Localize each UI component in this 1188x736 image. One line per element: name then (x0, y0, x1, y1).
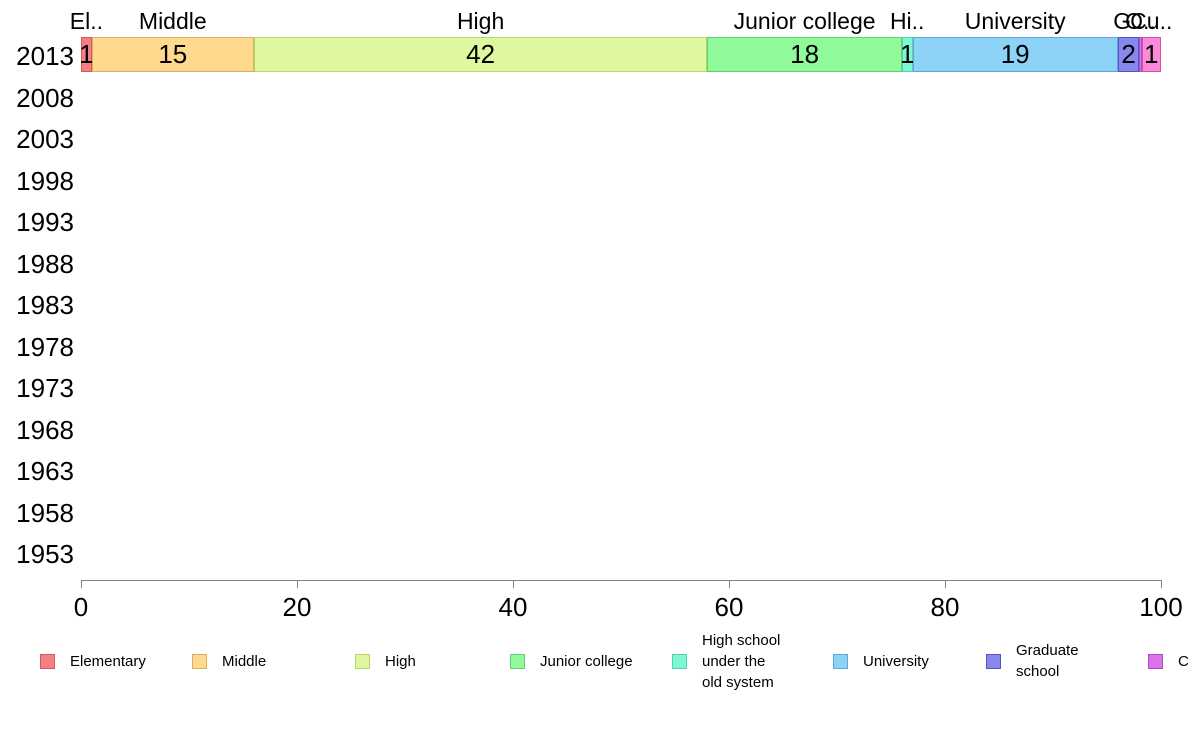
segment-value: 15 (158, 39, 188, 69)
segment-value: 1 (1144, 39, 1159, 69)
legend-label: Middle (222, 652, 267, 670)
legend-label: Graduate school (1016, 642, 1079, 680)
legend-item[interactable]: University (833, 628, 929, 694)
x-tick-label: 0 (73, 592, 89, 622)
year-label-1973: 1973 (16, 373, 74, 403)
segment-value: 1 (79, 39, 94, 69)
year-label-1983: 1983 (16, 290, 74, 320)
year-label-2003: 2003 (16, 124, 74, 154)
year-label-1978: 1978 (16, 331, 74, 362)
legend-swatch (510, 653, 525, 669)
segment-top-label: Middle (138, 8, 207, 34)
legend-label: Elementary (70, 652, 146, 670)
legend-label: University (863, 652, 929, 670)
year-label-1968: 1968 (16, 414, 74, 445)
segment-top-label: Junior college (733, 8, 876, 34)
x-tick-label: 20 (282, 592, 312, 622)
x-tick-label: 80 (930, 592, 960, 622)
year-label-1963: 1963 (16, 456, 74, 486)
bar-segment[interactable]: 42 (253, 37, 708, 72)
x-tick (81, 580, 82, 588)
bar-segment[interactable]: 2 (1117, 37, 1140, 72)
legend-swatch (986, 653, 1001, 669)
legend-item[interactable]: C (1148, 628, 1188, 694)
segment-top-label: G.. (1113, 8, 1144, 34)
year-label-1953: 1953 (16, 539, 74, 569)
bar-segment[interactable]: 1 (899, 37, 915, 72)
x-tick (1161, 580, 1162, 588)
x-tick (513, 580, 514, 588)
legend-item[interactable]: High (355, 628, 416, 694)
x-axis-line (81, 580, 1162, 581)
bar-segment[interactable]: 1 (1141, 37, 1161, 72)
x-tick-label: 40 (498, 592, 528, 622)
segment-top-label: Hi.. (889, 8, 925, 34)
legend-item[interactable]: Middle (192, 628, 266, 694)
legend-swatch (355, 653, 370, 669)
x-tick (729, 580, 730, 588)
x-tick (297, 580, 298, 588)
segment-top-label: Cu.. (1130, 8, 1173, 34)
segment-value: 18 (790, 39, 820, 69)
x-tick (945, 580, 946, 588)
segment-top-label: University (964, 8, 1066, 34)
legend-label: High (385, 652, 416, 670)
x-tick-label: 60 (714, 592, 744, 622)
legend-item[interactable]: High school under the old system (672, 628, 780, 694)
bar-segment[interactable]: 1 (79, 37, 94, 72)
segment-value: 19 (1000, 39, 1030, 69)
segment-value: 2 (1121, 39, 1136, 69)
legend-swatch (672, 653, 687, 669)
legend-swatch (1148, 653, 1163, 669)
segment-value: 1 (899, 39, 915, 69)
year-label-2013: 2013 (16, 41, 74, 71)
legend-label: Junior college (540, 652, 633, 670)
bar-segment[interactable]: 18 (707, 37, 902, 72)
x-tick-label: 100 (1139, 592, 1183, 622)
legend-swatch (192, 653, 207, 669)
legend-swatch (40, 653, 55, 669)
legend-label: High school under the old system (702, 631, 781, 691)
bar-segment[interactable] (1139, 37, 1142, 72)
legend-item[interactable]: Junior college (510, 628, 633, 694)
legend-swatch (833, 653, 848, 669)
legend-item[interactable]: Graduate school (986, 628, 1079, 694)
year-label-1988: 1988 (16, 248, 74, 279)
segment-top-label: O.. (1125, 8, 1156, 34)
bar-segment[interactable]: 19 (912, 37, 1118, 72)
bar-segment[interactable]: 15 (91, 37, 254, 72)
year-label-2008: 2008 (16, 82, 74, 113)
legend-item[interactable]: Elementary (40, 628, 146, 694)
year-label-1998: 1998 (16, 165, 74, 196)
legend-label: C (1178, 652, 1188, 670)
segment-top-label: El.. (69, 8, 104, 34)
segment-value: 42 (466, 39, 496, 69)
segment-top-label: High (456, 8, 505, 34)
year-label-1958: 1958 (16, 497, 74, 528)
year-label-1993: 1993 (16, 207, 74, 237)
